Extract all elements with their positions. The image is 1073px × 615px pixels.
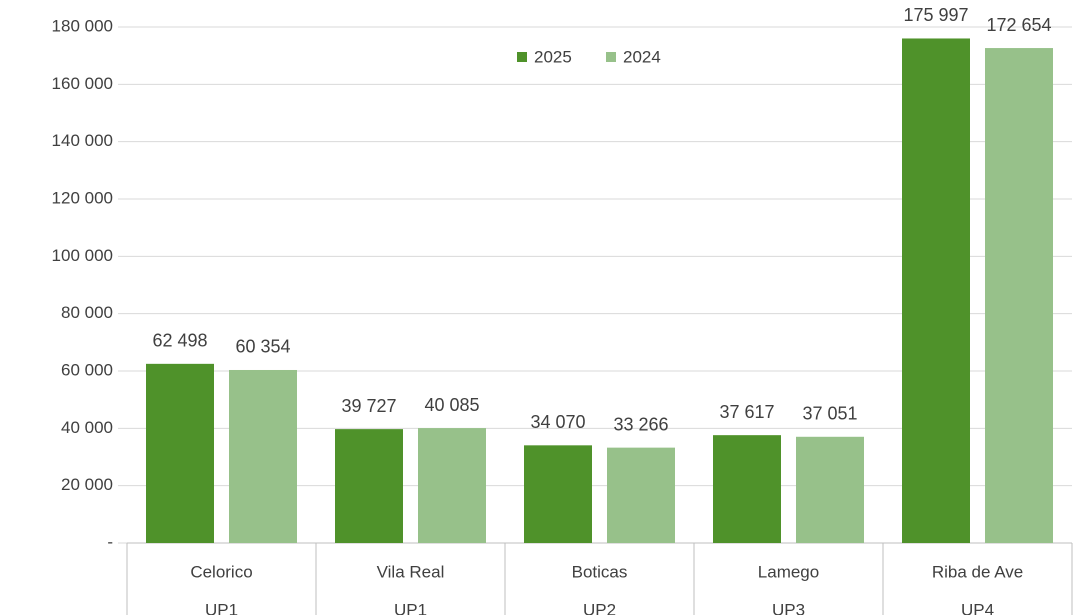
legend-swatch	[517, 52, 527, 62]
legend-label: 2024	[623, 47, 661, 66]
x-tick-label: Lamego	[758, 562, 819, 581]
bar	[335, 429, 403, 543]
x-tick-label: Celorico	[190, 562, 252, 581]
x-group-label: UP3	[772, 600, 805, 615]
x-group-label: UP1	[394, 600, 427, 615]
data-label: 60 354	[235, 337, 290, 357]
bar	[146, 363, 214, 543]
x-tick-label: Boticas	[572, 562, 628, 581]
y-tick-label: -	[107, 532, 113, 551]
bar	[713, 435, 781, 543]
data-label: 40 085	[424, 395, 479, 415]
bar	[229, 369, 297, 543]
bar	[524, 445, 592, 543]
y-tick-label: 20 000	[61, 475, 113, 494]
legend-label: 2025	[534, 47, 572, 66]
y-tick-label: 160 000	[52, 74, 113, 93]
data-label: 37 617	[719, 402, 774, 422]
legend-swatch	[606, 52, 616, 62]
bar	[902, 38, 970, 543]
x-group-label: UP4	[961, 600, 994, 615]
y-tick-label: 100 000	[52, 246, 113, 265]
y-tick-label: 180 000	[52, 16, 113, 35]
data-label: 175 997	[903, 5, 968, 25]
y-tick-label: 140 000	[52, 131, 113, 150]
x-tick-label: Vila Real	[377, 562, 445, 581]
x-group-label: UP2	[583, 600, 616, 615]
bar	[796, 436, 864, 543]
y-tick-label: 60 000	[61, 360, 113, 379]
data-label: 37 051	[802, 404, 857, 424]
data-label: 33 266	[613, 414, 668, 434]
data-label: 62 498	[152, 331, 207, 351]
data-label: 34 070	[530, 412, 585, 432]
x-tick-label: Riba de Ave	[932, 562, 1023, 581]
y-tick-label: 80 000	[61, 303, 113, 322]
x-group-label: UP1	[205, 600, 238, 615]
y-tick-label: 120 000	[52, 188, 113, 207]
data-label: 172 654	[986, 15, 1051, 35]
bar	[607, 447, 675, 543]
y-tick-label: 40 000	[61, 418, 113, 437]
bar	[985, 48, 1053, 543]
data-label: 39 727	[341, 396, 396, 416]
bar	[418, 428, 486, 543]
